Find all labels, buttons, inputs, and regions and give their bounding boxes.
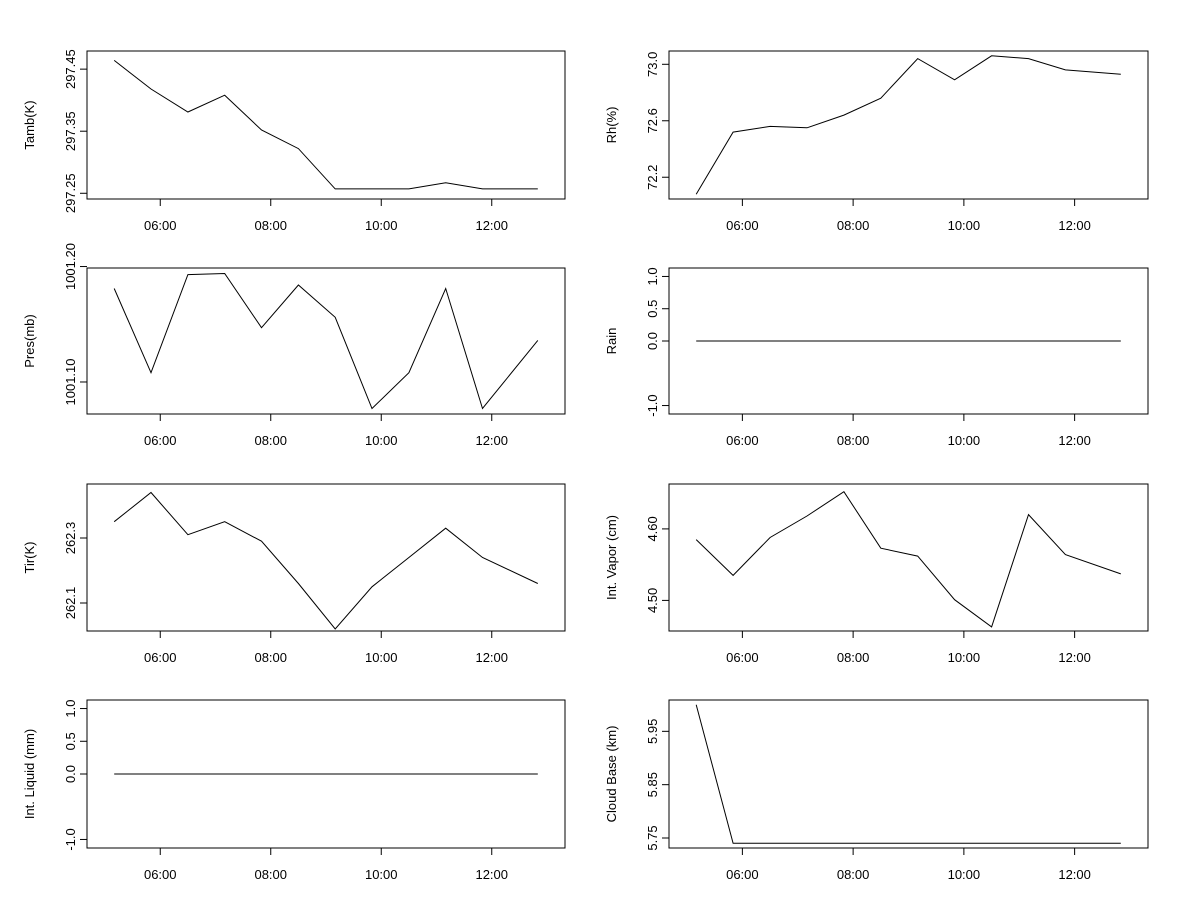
panel-5-y-axis-label: Tir(K) bbox=[22, 541, 37, 573]
panel-6-y-axis-label: Int. Vapor (cm) bbox=[604, 515, 619, 600]
panel-4-x-tick-label: 08:00 bbox=[837, 433, 870, 448]
panel-8-x-tick-label: 10:00 bbox=[948, 867, 981, 882]
panel-1-x-tick-label: 08:00 bbox=[254, 218, 287, 233]
panel-5-y-tick-label: 262.1 bbox=[63, 587, 78, 620]
panel-6-frame bbox=[668, 483, 1149, 632]
panel-8-x-tick-label: 12:00 bbox=[1058, 867, 1091, 882]
panel-3-y-tick-label: 1001.20 bbox=[63, 243, 78, 290]
panel-4-y-tick-label: -1.0 bbox=[645, 394, 660, 416]
panel-3-x-tick-label: 12:00 bbox=[475, 433, 508, 448]
panel-8-y-axis-label: Cloud Base (km) bbox=[604, 726, 619, 823]
panel-1-y-tick-label: 297.25 bbox=[63, 173, 78, 213]
panel-5-series-line bbox=[113, 491, 539, 630]
panel-3-y-axis-label: Pres(mb) bbox=[22, 314, 37, 367]
panel-8-series-line bbox=[695, 704, 1121, 844]
panel-5-x-tick-label: 10:00 bbox=[365, 650, 398, 665]
panel-2-frame bbox=[668, 50, 1149, 200]
panel-7-y-axis-label: Int. Liquid (mm) bbox=[22, 729, 37, 819]
panel-2-y-tick-label: 72.6 bbox=[645, 108, 660, 133]
panel-1-series-line bbox=[113, 60, 538, 190]
panel-1-frame bbox=[86, 50, 566, 200]
panel-4-y-axis-label: Rain bbox=[604, 328, 619, 355]
panel-5-x-tick-label: 06:00 bbox=[144, 650, 177, 665]
panel-4-x-tick-label: 06:00 bbox=[726, 433, 759, 448]
panel-6-x-tick-label: 08:00 bbox=[837, 650, 870, 665]
panel-2-x-tick-label: 08:00 bbox=[837, 218, 870, 233]
panel-4-x-tick-label: 10:00 bbox=[948, 433, 981, 448]
panel-3-x-tick-label: 08:00 bbox=[254, 433, 287, 448]
panel-7-x-tick-label: 12:00 bbox=[475, 867, 508, 882]
panel-1-x-tick-label: 10:00 bbox=[365, 218, 398, 233]
panel-1-x-tick-label: 06:00 bbox=[144, 218, 177, 233]
panel-4-y-tick-label: 0.0 bbox=[645, 332, 660, 350]
panel-5-frame bbox=[86, 483, 566, 632]
panel-7-x-tick-label: 08:00 bbox=[254, 867, 287, 882]
panel-5-x-tick-label: 08:00 bbox=[254, 650, 287, 665]
panel-6-series-line bbox=[695, 491, 1121, 628]
panel-6-x-tick-label: 10:00 bbox=[948, 650, 981, 665]
panel-1-y-tick-label: 297.35 bbox=[63, 111, 78, 151]
panel-3-x-tick-label: 10:00 bbox=[365, 433, 398, 448]
panel-8-y-tick-label: 5.75 bbox=[645, 825, 660, 850]
panel-8-x-tick-label: 06:00 bbox=[726, 867, 759, 882]
panel-5-x-tick-label: 12:00 bbox=[475, 650, 508, 665]
panel-7-y-tick-label: 1.0 bbox=[63, 700, 78, 718]
panel-7-y-tick-label: 0.5 bbox=[63, 732, 78, 750]
panel-2-x-tick-label: 10:00 bbox=[948, 218, 981, 233]
panel-7-y-tick-label: -1.0 bbox=[63, 828, 78, 850]
panel-3-x-tick-label: 06:00 bbox=[144, 433, 177, 448]
panel-6-x-tick-label: 06:00 bbox=[726, 650, 759, 665]
panel-3-series-line bbox=[113, 272, 539, 410]
panel-4-y-tick-label: 0.5 bbox=[645, 300, 660, 318]
panel-2-y-axis-label: Rh(%) bbox=[604, 107, 619, 144]
panel-2-series-line bbox=[695, 55, 1121, 195]
panel-3-y-tick-label: 1001.10 bbox=[63, 358, 78, 405]
panel-5-y-tick-label: 262.3 bbox=[63, 522, 78, 555]
panel-8-frame bbox=[668, 699, 1149, 849]
panel-7-x-tick-label: 06:00 bbox=[144, 867, 177, 882]
panel-8-x-tick-label: 08:00 bbox=[837, 867, 870, 882]
panel-6-y-tick-label: 4.50 bbox=[645, 588, 660, 613]
panel-6-x-tick-label: 12:00 bbox=[1058, 650, 1091, 665]
panel-8-y-tick-label: 5.95 bbox=[645, 719, 660, 744]
panel-1-x-tick-label: 12:00 bbox=[475, 218, 508, 233]
panel-6-y-tick-label: 4.60 bbox=[645, 516, 660, 541]
panel-2-x-tick-label: 12:00 bbox=[1058, 218, 1091, 233]
panel-2-x-tick-label: 06:00 bbox=[726, 218, 759, 233]
panel-1-y-axis-label: Tamb(K) bbox=[22, 100, 37, 149]
panel-2-y-tick-label: 72.2 bbox=[645, 165, 660, 190]
panel-4-x-tick-label: 12:00 bbox=[1058, 433, 1091, 448]
panel-7-y-tick-label: 0.0 bbox=[63, 765, 78, 783]
panel-4-y-tick-label: 1.0 bbox=[645, 267, 660, 285]
panel-7-x-tick-label: 10:00 bbox=[365, 867, 398, 882]
panel-8-y-tick-label: 5.85 bbox=[645, 772, 660, 797]
panel-3-frame bbox=[86, 267, 566, 415]
panel-1-y-tick-label: 297.45 bbox=[63, 49, 78, 89]
panel-2-y-tick-label: 73.0 bbox=[645, 52, 660, 77]
